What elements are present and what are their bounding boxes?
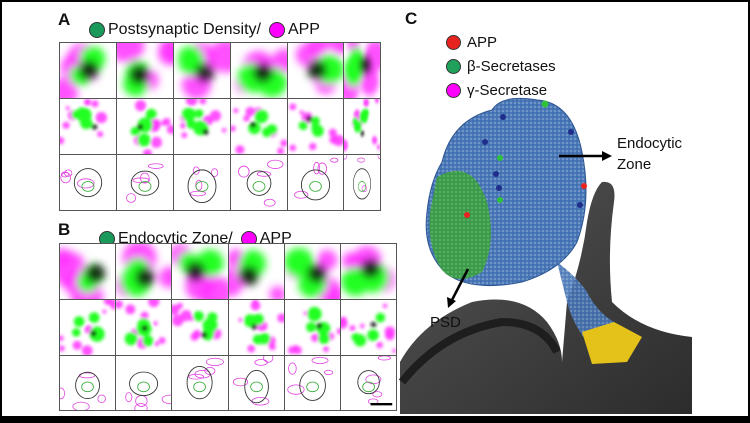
green-dot-icon	[89, 22, 105, 38]
microscopy-tile	[174, 43, 230, 98]
panel-c-label: C	[405, 9, 418, 28]
green-dot-icon	[446, 59, 461, 74]
microscopy-tile	[60, 300, 116, 355]
microscopy-tile	[117, 155, 173, 210]
microscopy-tile	[344, 155, 380, 210]
microscopy-tile	[340, 356, 396, 410]
microscopy-tile	[116, 244, 172, 299]
psd-patch	[429, 170, 491, 280]
legend-gamma-label: γ-Secretase	[467, 82, 548, 99]
legend-app-label: APP	[467, 34, 498, 51]
panel-a-image-grid	[59, 42, 381, 211]
endocytic-arrow	[559, 151, 612, 161]
microscopy-tile	[117, 43, 173, 98]
panel-b-legend: Endocytic Zone/ APP	[99, 230, 292, 248]
endocytic-line2: Zone	[617, 156, 652, 173]
microscopy-tile	[344, 43, 380, 98]
magenta-dot-icon	[268, 22, 285, 38]
endocytic-line1: Endocytic	[617, 135, 683, 152]
legend-gamma-secretase: γ-Secretase	[446, 82, 547, 99]
microscopy-tile	[174, 155, 230, 210]
legend-psd: Postsynaptic Density/	[108, 21, 261, 38]
psd-label: PSD	[430, 314, 461, 331]
psd-arrow	[447, 268, 470, 308]
figure: A Postsynaptic Density/ APP B Endocytic …	[2, 2, 748, 416]
microscopy-tile	[172, 356, 228, 410]
spine-3d-model	[398, 97, 692, 414]
protein-spheres	[464, 100, 587, 218]
microscopy-tile	[60, 155, 116, 210]
legend-beta-secretases: β-Secretases	[446, 58, 556, 75]
panel-b-image-grid	[59, 243, 397, 411]
microscopy-tile	[172, 244, 228, 299]
legend-app: APP	[446, 34, 497, 51]
microscopy-tile	[288, 99, 343, 154]
microscopy-tile	[344, 99, 380, 154]
legend-app: APP	[287, 21, 320, 38]
microscopy-tile	[60, 99, 116, 154]
microscopy-tile	[228, 244, 284, 299]
microscopy-tile	[228, 300, 284, 355]
microscopy-tile	[174, 99, 230, 154]
microscopy-tile	[60, 43, 116, 98]
microscopy-tile	[288, 43, 343, 98]
microscopy-tile	[340, 300, 396, 355]
microscopy-tile	[231, 43, 287, 98]
microscopy-tile	[228, 356, 284, 410]
legend-app: APP	[259, 230, 292, 247]
microscopy-tile	[284, 356, 340, 410]
legend-endocytic: Endocytic Zone/	[118, 230, 233, 247]
red-dot-icon	[446, 35, 461, 50]
microscopy-tile	[172, 300, 228, 355]
microscopy-tile	[231, 155, 287, 210]
panel-b-label: B	[58, 220, 71, 239]
endocytic-zone-label: Endocytic Zone	[617, 133, 682, 175]
microscopy-tile	[284, 244, 340, 299]
microscopy-tile	[60, 356, 116, 410]
microscopy-tile	[340, 244, 396, 299]
microscopy-tile	[231, 99, 287, 154]
panel-a-label: A	[58, 10, 71, 29]
microscopy-tile	[116, 300, 172, 355]
magenta-dot-icon	[446, 83, 461, 98]
microscopy-tile	[288, 155, 343, 210]
microscopy-tile	[284, 300, 340, 355]
microscopy-tile	[116, 356, 172, 410]
microscopy-tile	[60, 244, 116, 299]
legend-beta-label: β-Secretases	[467, 58, 556, 75]
panel-a-legend: Postsynaptic Density/ APP	[89, 21, 320, 39]
microscopy-tile	[117, 99, 173, 154]
yellow-base	[582, 322, 642, 364]
